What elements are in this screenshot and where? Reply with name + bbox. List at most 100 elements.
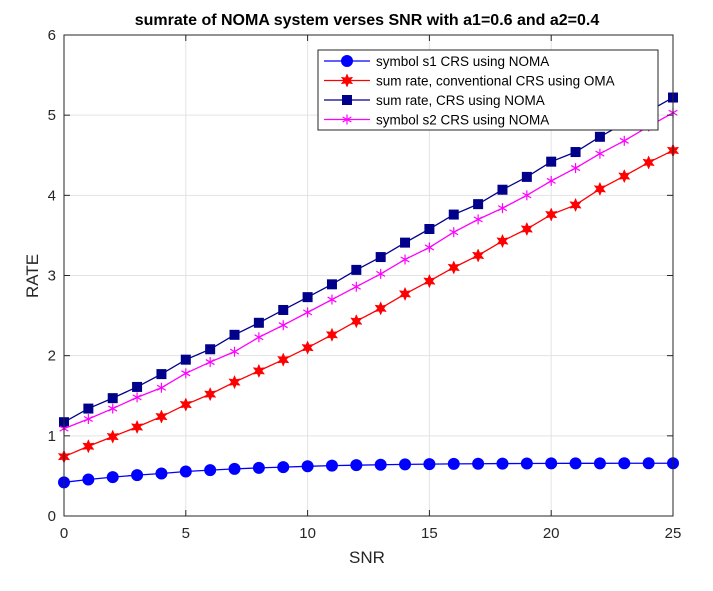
data-point — [351, 281, 361, 292]
legend-entry: symbol s2 CRS using NOMA — [324, 113, 549, 128]
legend-marker — [341, 55, 353, 67]
data-point — [277, 352, 290, 367]
series-2 — [57, 143, 680, 464]
data-point — [155, 409, 168, 424]
x-tick-label: 5 — [182, 525, 190, 542]
x-tick-label: 15 — [421, 525, 438, 542]
legend-label: symbol s2 CRS using NOMA — [376, 113, 549, 128]
y-tick-label: 4 — [48, 187, 56, 204]
data-point — [472, 457, 485, 470]
data-point — [204, 464, 217, 477]
x-axis-label: SNR — [349, 548, 385, 567]
data-point — [520, 221, 534, 237]
data-point — [302, 307, 313, 318]
data-point — [253, 317, 264, 328]
data-point — [325, 459, 338, 472]
data-point — [618, 168, 631, 184]
series-3 — [59, 92, 678, 428]
chart-title: sumrate of NOMA system verses SNR with a… — [135, 12, 600, 29]
y-axis-label: RATE — [23, 254, 42, 298]
data-point — [156, 382, 167, 393]
data-point — [595, 148, 605, 159]
legend-label: sum rate, CRS using NOMA — [376, 93, 545, 108]
legend-box — [317, 49, 659, 131]
data-point — [473, 214, 483, 225]
data-point — [398, 286, 412, 302]
legend-entry: sum rate, conventional CRS using OMA — [324, 73, 615, 89]
legend-entry: symbol s1 CRS using NOMA — [324, 54, 549, 69]
data-point — [473, 199, 484, 210]
data-point — [107, 393, 118, 404]
data-point — [545, 457, 558, 470]
data-point — [83, 403, 94, 414]
x-tick-label: 20 — [543, 525, 560, 542]
data-point — [497, 184, 508, 195]
data-point — [351, 264, 362, 275]
data-point — [278, 304, 289, 315]
ticks — [63, 34, 674, 517]
data-point — [156, 369, 167, 380]
data-point — [496, 457, 509, 470]
data-point — [374, 301, 387, 316]
data-point — [205, 357, 215, 368]
y-tick-label: 5 — [48, 107, 56, 124]
x-tick-label: 0 — [60, 525, 68, 542]
data-point — [302, 292, 313, 303]
data-point — [82, 473, 95, 486]
data-point — [205, 344, 216, 355]
data-point — [108, 403, 118, 414]
data-point — [130, 419, 144, 435]
data-point — [593, 181, 607, 197]
data-point — [181, 368, 191, 379]
data-point — [228, 462, 241, 475]
data-point — [546, 175, 556, 186]
data-point — [400, 254, 410, 265]
data-point — [179, 465, 192, 478]
data-point — [570, 163, 581, 174]
data-point — [546, 156, 557, 167]
data-point — [254, 332, 264, 343]
data-point — [301, 460, 314, 473]
data-point — [277, 461, 290, 474]
data-point — [325, 327, 339, 342]
plot-lines — [57, 92, 680, 489]
data-point — [327, 294, 337, 305]
y-tick-label: 0 — [48, 508, 56, 525]
data-point — [448, 209, 459, 220]
data-point — [424, 224, 435, 235]
data-point — [375, 252, 386, 263]
y-tick-label: 1 — [48, 428, 56, 445]
legend-marker — [342, 95, 352, 105]
data-point — [179, 397, 192, 412]
data-point — [350, 314, 363, 329]
data-point — [569, 197, 582, 213]
data-point — [471, 248, 485, 263]
y-tick-label: 6 — [48, 27, 56, 44]
legend-marker — [342, 114, 352, 125]
legend: symbol s1 CRS using NOMA sum rate, conven… — [317, 49, 659, 131]
x-tick-label: 10 — [299, 525, 316, 542]
data-point — [301, 340, 314, 355]
y-tick-label: 2 — [48, 348, 56, 365]
data-point — [82, 439, 95, 454]
data-point — [594, 131, 605, 142]
data-point — [278, 320, 288, 331]
data-point — [83, 413, 93, 424]
data-point — [252, 461, 265, 474]
data-point — [520, 457, 533, 470]
data-point — [229, 329, 240, 340]
grid — [63, 34, 674, 517]
x-tick-label: 25 — [665, 525, 682, 542]
legend-label: sum rate, conventional CRS using OMA — [376, 74, 615, 89]
data-point — [229, 346, 240, 357]
data-point — [228, 374, 241, 390]
legend-entry: sum rate, CRS using NOMA — [324, 93, 545, 108]
legend-label: symbol s1 CRS using NOMA — [376, 54, 549, 69]
data-point — [252, 363, 266, 379]
data-point — [449, 227, 459, 238]
data-point — [155, 467, 168, 480]
data-point — [374, 458, 387, 471]
data-point — [522, 190, 532, 201]
data-point — [424, 242, 435, 253]
